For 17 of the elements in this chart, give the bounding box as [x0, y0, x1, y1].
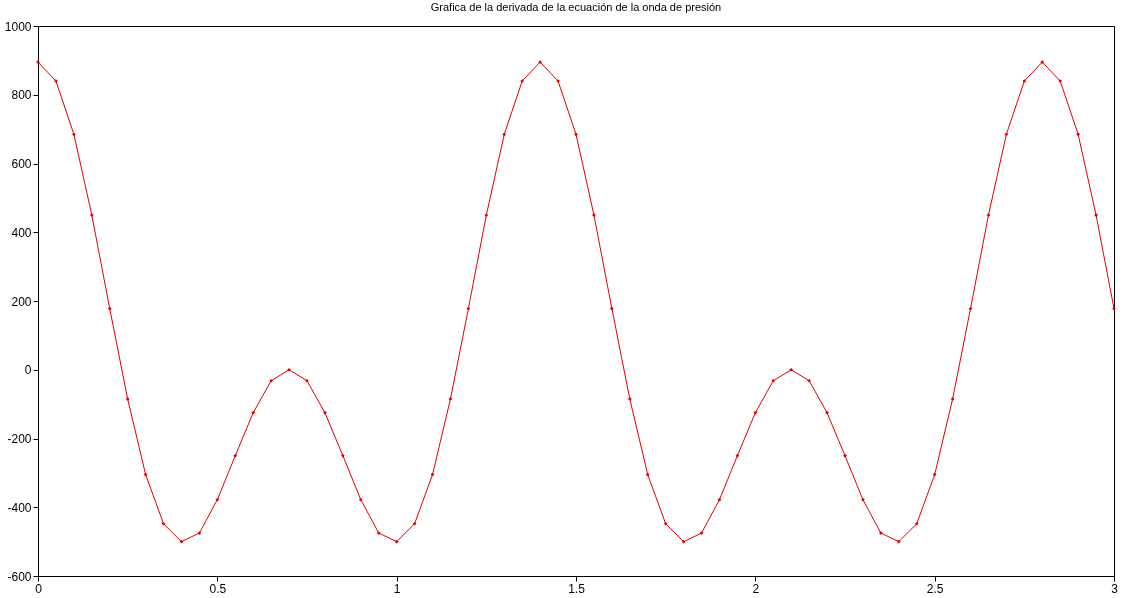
y-tick-label: -600 [7, 569, 32, 584]
y-tick-label: 600 [11, 157, 32, 171]
y-tick-label: 1000 [4, 19, 32, 34]
y-tick-label: 400 [11, 225, 32, 240]
x-tick-label: 2 [752, 581, 760, 596]
x-tick-label: 1.5 [568, 581, 586, 596]
y-tick-label: 0 [24, 363, 32, 378]
x-tick-label: 0.5 [209, 581, 227, 596]
x-tick-label: 2.5 [926, 581, 944, 596]
y-tick-label: -400 [7, 500, 32, 515]
y-tick-label: -200 [7, 432, 32, 446]
x-tick-label: 1 [393, 581, 401, 596]
x-tick-label: 3 [1111, 581, 1119, 596]
x-tick-label: 0 [35, 581, 43, 596]
y-tick-label: 200 [11, 294, 32, 309]
y-tick-label: 800 [11, 88, 32, 103]
chart-title: Grafica de la derivada de la ecuación de la onda de presión [430, 1, 722, 13]
